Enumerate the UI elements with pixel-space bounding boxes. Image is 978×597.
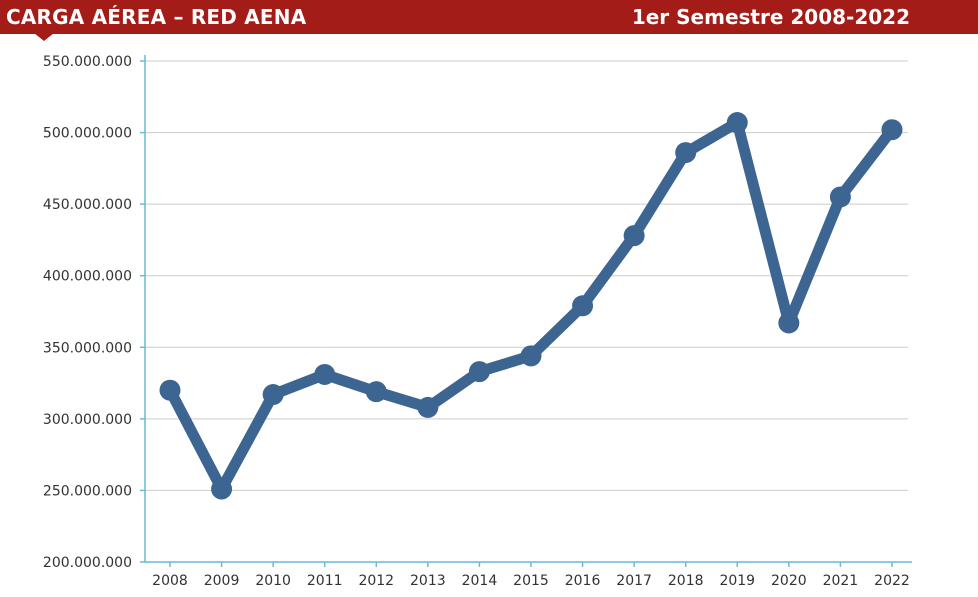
data-point bbox=[726, 112, 748, 134]
series-carga bbox=[159, 112, 903, 500]
data-point bbox=[211, 478, 233, 500]
data-point bbox=[314, 363, 336, 385]
x-tick-label: 2011 bbox=[307, 573, 343, 589]
data-point bbox=[829, 186, 851, 208]
y-tick-label: 250.000.000 bbox=[43, 483, 132, 499]
y-tick-label: 550.000.000 bbox=[43, 54, 132, 70]
data-point bbox=[468, 361, 490, 383]
chart-subtitle: 1er Semestre 2008-2022 bbox=[631, 5, 910, 29]
y-tick-label: 450.000.000 bbox=[43, 197, 132, 213]
banner-pointer bbox=[34, 33, 54, 41]
x-tick-label: 2017 bbox=[616, 573, 652, 589]
y-tick-label: 300.000.000 bbox=[43, 412, 132, 428]
data-point bbox=[365, 381, 387, 403]
series-line bbox=[164, 117, 898, 495]
axes bbox=[140, 55, 912, 567]
x-tick-label: 2015 bbox=[513, 573, 549, 589]
x-tick-label: 2012 bbox=[358, 573, 394, 589]
x-tick-label: 2021 bbox=[823, 573, 859, 589]
x-axis-tick-labels: 2008 2009 2010 2011 2012 2013 2014 2015 2016 2017… bbox=[152, 573, 910, 589]
y-tick-label: 200.000.000 bbox=[43, 555, 132, 571]
x-tick-label: 2014 bbox=[462, 573, 498, 589]
x-tick-label: 2009 bbox=[204, 573, 240, 589]
data-point bbox=[520, 345, 542, 367]
x-tick-label: 2020 bbox=[771, 573, 807, 589]
data-point bbox=[675, 142, 697, 164]
chart-header-banner: CARGA AÉREA – RED AENA 1er Semestre 2008… bbox=[0, 0, 978, 34]
x-tick-label: 2008 bbox=[152, 573, 188, 589]
data-point bbox=[572, 295, 594, 317]
x-tick-label: 2022 bbox=[874, 573, 910, 589]
x-tick-label: 2018 bbox=[668, 573, 704, 589]
data-point bbox=[778, 312, 800, 334]
y-tick-label: 500.000.000 bbox=[43, 126, 132, 142]
y-tick-label: 400.000.000 bbox=[43, 269, 132, 285]
y-axis-tick-labels: 200.000.000 250.000.000 300.000.000 350.000… bbox=[43, 54, 132, 571]
data-point bbox=[417, 396, 439, 418]
data-point bbox=[881, 119, 903, 141]
data-point bbox=[262, 384, 284, 406]
x-tick-label: 2010 bbox=[255, 573, 291, 589]
x-tick-label: 2013 bbox=[410, 573, 446, 589]
data-point bbox=[159, 379, 181, 401]
x-tick-label: 2019 bbox=[719, 573, 755, 589]
chart-title: CARGA AÉREA – RED AENA bbox=[6, 5, 307, 29]
data-point bbox=[623, 225, 645, 247]
y-tick-label: 350.000.000 bbox=[43, 340, 132, 356]
x-tick-label: 2016 bbox=[565, 573, 601, 589]
